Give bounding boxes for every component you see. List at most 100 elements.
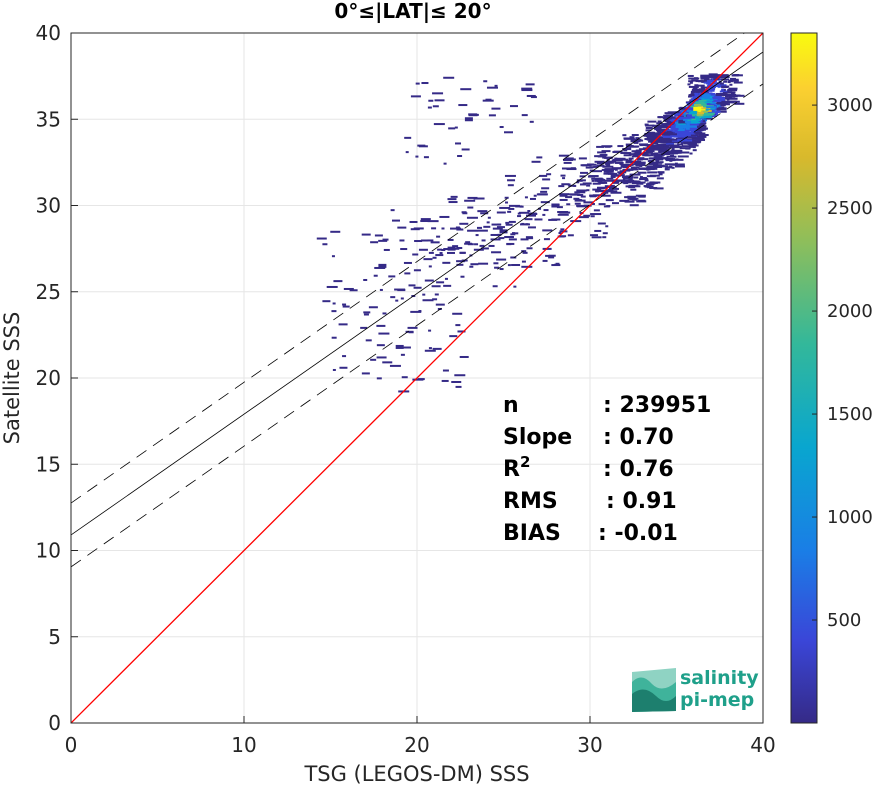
density-cell	[461, 211, 467, 214]
density-cell	[598, 190, 607, 193]
density-cell	[490, 238, 501, 241]
density-cell	[399, 239, 405, 242]
wave-logo-icon	[632, 668, 676, 712]
density-cell	[674, 133, 683, 136]
density-cell	[700, 86, 710, 89]
density-cell	[687, 125, 697, 128]
density-cell	[559, 198, 568, 201]
density-cell	[479, 244, 485, 247]
density-cell	[349, 289, 358, 292]
density-cell	[498, 237, 505, 240]
density-cell	[597, 180, 603, 183]
density-cell	[378, 332, 390, 335]
density-cell	[376, 324, 386, 327]
density-peak	[620, 163, 629, 168]
density-cell	[563, 158, 574, 161]
density-cell	[521, 260, 526, 263]
colorbar-tick-label: 1000	[827, 507, 873, 528]
density-cell	[692, 131, 701, 134]
density-cell	[706, 103, 715, 106]
density-cell	[576, 189, 587, 192]
x-axis-label: TSG (LEGOS-DM) SSS	[303, 762, 529, 786]
density-cell	[681, 134, 691, 137]
density-cell	[434, 293, 439, 296]
density-cell	[442, 261, 451, 264]
density-cell	[701, 116, 712, 119]
density-cell	[606, 190, 618, 193]
y-tick-label: 0	[48, 711, 61, 735]
density-cell	[638, 158, 649, 161]
density-cell	[654, 132, 660, 135]
density-cell	[652, 124, 659, 127]
density-cell	[639, 176, 647, 179]
density-cell	[658, 173, 663, 176]
density-cell	[559, 194, 568, 197]
density-cell	[370, 358, 377, 361]
density-cell	[561, 183, 570, 186]
density-cell	[698, 134, 709, 137]
density-cell	[427, 106, 432, 109]
density-cell	[435, 254, 444, 257]
density-cell	[638, 195, 646, 198]
density-cell	[373, 274, 378, 277]
density-cell	[570, 220, 582, 223]
density-cell	[648, 146, 655, 149]
density-cell	[540, 190, 548, 193]
density-cell	[689, 110, 697, 113]
density-cell	[521, 89, 533, 92]
density-cell	[703, 93, 709, 96]
density-cell	[646, 132, 655, 135]
density-cell	[592, 182, 601, 185]
density-cell	[689, 123, 699, 126]
density-cell	[630, 138, 642, 141]
density-cell	[636, 182, 644, 185]
density-cell	[690, 93, 694, 96]
density-cell	[459, 251, 466, 254]
density-cell	[569, 158, 576, 161]
density-cell	[578, 216, 589, 219]
colorbar-tick-label: 2000	[827, 301, 873, 322]
density-cell	[691, 79, 699, 82]
density-cell	[631, 180, 637, 183]
y-axis-ticks: 0 5 10 15 20 25 30 35 40	[36, 21, 78, 735]
density-cell	[663, 147, 668, 150]
density-cell	[525, 236, 533, 239]
stat-value: : 0.70	[603, 425, 674, 450]
density-cell	[430, 241, 440, 244]
density-cell	[658, 126, 670, 129]
density-cell	[659, 128, 670, 131]
density-cell	[661, 139, 666, 142]
density-cell	[706, 103, 711, 106]
density-cell	[427, 239, 434, 242]
density-cell	[695, 80, 705, 83]
density-cell	[378, 239, 388, 242]
density-cell	[441, 227, 445, 230]
density-cell	[686, 119, 694, 122]
density-cell	[594, 229, 602, 232]
density-cell	[694, 116, 699, 119]
density-cell	[647, 120, 657, 123]
density-cell	[382, 312, 387, 315]
density-cell	[673, 128, 679, 131]
density-cell	[667, 133, 677, 136]
density-cell	[613, 150, 623, 153]
density-cell	[699, 102, 706, 105]
density-cell	[370, 241, 379, 244]
density-cell	[713, 95, 722, 98]
density-cell	[437, 248, 443, 251]
density-cell	[665, 139, 670, 142]
density-cell	[452, 245, 459, 248]
density-cell	[342, 355, 347, 358]
density-cell	[511, 264, 521, 267]
density-cell	[602, 155, 607, 158]
chart-title: 0°≤|LAT|≤ 20°	[334, 0, 491, 23]
density-cell	[577, 194, 584, 197]
density-cell	[689, 81, 693, 84]
density-cell	[526, 94, 536, 97]
density-cell	[665, 142, 674, 145]
density-cell	[467, 206, 474, 209]
density-cell	[374, 266, 386, 269]
density-cell	[663, 114, 668, 117]
density-cell	[638, 153, 643, 156]
density-cell	[505, 201, 509, 204]
